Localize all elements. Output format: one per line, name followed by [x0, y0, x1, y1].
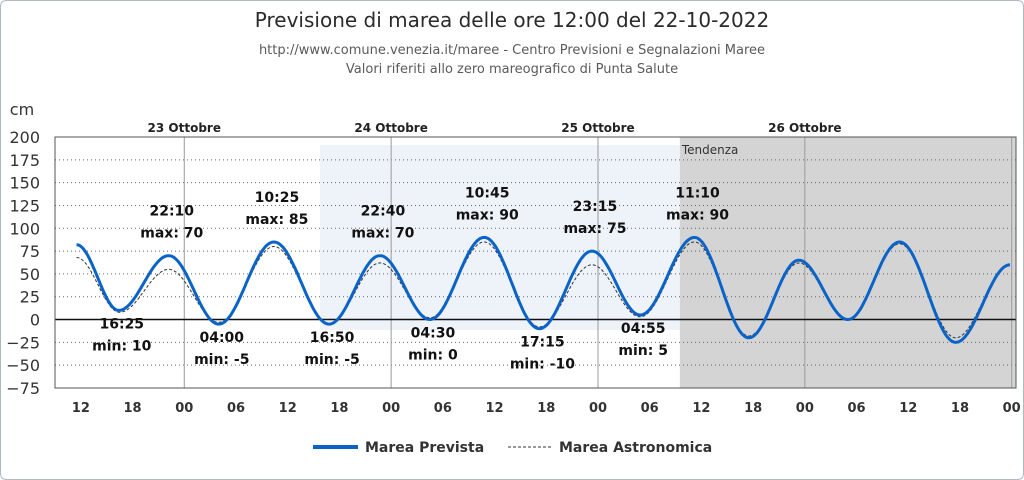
- extremum-value-label: min: 10: [92, 338, 152, 354]
- extremum-time-label: 04:30: [411, 326, 456, 342]
- extremum-value-label: max: 90: [456, 207, 519, 223]
- x-tick-label: 18: [744, 401, 762, 416]
- legend-label-prevista: Marea Prevista: [365, 440, 484, 456]
- chart-title: Previsione di marea delle ore 12:00 del …: [254, 8, 770, 32]
- day-label: 24 Ottobre: [354, 121, 427, 135]
- y-tick-label: 150: [9, 174, 40, 193]
- extremum-time-label: 04:55: [621, 321, 666, 337]
- extremum-value-label: min: 5: [618, 343, 668, 359]
- x-tick-label: 18: [951, 401, 969, 416]
- plot-border: [54, 136, 1017, 389]
- extremum-time-label: 16:25: [99, 316, 144, 332]
- extremum-time-label: 04:00: [199, 330, 244, 346]
- x-tick-label: 06: [641, 401, 659, 416]
- extremum-value-label: min: -5: [194, 352, 249, 368]
- extremum-time-label: 10:45: [465, 185, 510, 201]
- day-label: 26 Ottobre: [768, 121, 841, 135]
- x-tick-label: 06: [227, 401, 245, 416]
- x-tick-label: 12: [279, 401, 297, 416]
- extremum-value-label: max: 70: [351, 226, 414, 242]
- y-tick-label: 125: [9, 196, 40, 215]
- extremum-time-label: 11:10: [675, 185, 720, 201]
- x-tick-label: 00: [589, 401, 607, 416]
- day-label: 25 Ottobre: [561, 121, 634, 135]
- extremum-time-label: 16:50: [310, 330, 355, 346]
- x-tick-label: 18: [537, 401, 555, 416]
- extremum-time-label: 17:15: [520, 335, 565, 351]
- extremum-value-label: max: 85: [245, 212, 308, 228]
- extremum-time-label: 22:40: [361, 204, 406, 220]
- x-tick-label: 06: [434, 401, 452, 416]
- extremum-value-label: min: -5: [304, 352, 359, 368]
- x-tick-label: 00: [796, 401, 814, 416]
- y-tick-label: −50: [6, 356, 40, 375]
- y-tick-label: −25: [6, 333, 40, 352]
- y-tick-label: 75: [20, 242, 40, 261]
- day-label: 23 Ottobre: [148, 121, 221, 135]
- legend-label-astronomica: Marea Astronomica: [559, 440, 712, 456]
- trend-region: [679, 137, 1016, 388]
- x-tick-label: 06: [848, 401, 866, 416]
- extremum-time-label: 10:25: [255, 190, 300, 206]
- extremum-value-label: max: 90: [666, 207, 729, 223]
- extremum-value-label: min: 0: [408, 348, 458, 364]
- chart-subtitle-source: http://www.comune.venezia.it/maree - Cen…: [258, 43, 766, 58]
- y-tick-label: 25: [20, 288, 40, 307]
- series-marea-prevista: [76, 235, 1011, 344]
- x-tick-label: 00: [382, 401, 400, 416]
- y-tick-label: −75: [6, 379, 40, 398]
- watermark-logo: [320, 145, 680, 330]
- trend-label: Tendenza: [681, 143, 739, 157]
- extremum-time-label: 22:10: [149, 204, 194, 220]
- y-tick-label: 175: [9, 151, 40, 170]
- x-tick-label: 18: [124, 401, 142, 416]
- extremum-value-label: min: -10: [510, 357, 575, 373]
- x-tick-label: 00: [1003, 401, 1021, 416]
- y-tick-label: 50: [20, 265, 40, 284]
- x-tick-label: 12: [486, 401, 504, 416]
- series-marea-astronomica: [76, 241, 1011, 339]
- extremum-value-label: max: 70: [140, 226, 203, 242]
- x-tick-label: 18: [330, 401, 348, 416]
- x-tick-label: 12: [899, 401, 917, 416]
- x-tick-label: 12: [72, 401, 90, 416]
- chart-subtitle-reference: Valori riferiti allo zero mareografico d…: [345, 62, 679, 77]
- y-axis-unit: cm: [10, 100, 34, 119]
- extremum-time-label: 23:15: [573, 199, 618, 215]
- y-tick-label: 200: [9, 128, 40, 147]
- y-tick-label: 100: [9, 219, 40, 238]
- x-tick-label: 00: [175, 401, 193, 416]
- x-tick-label: 12: [692, 401, 710, 416]
- extremum-value-label: max: 75: [563, 221, 626, 237]
- y-tick-label: 0: [30, 311, 40, 330]
